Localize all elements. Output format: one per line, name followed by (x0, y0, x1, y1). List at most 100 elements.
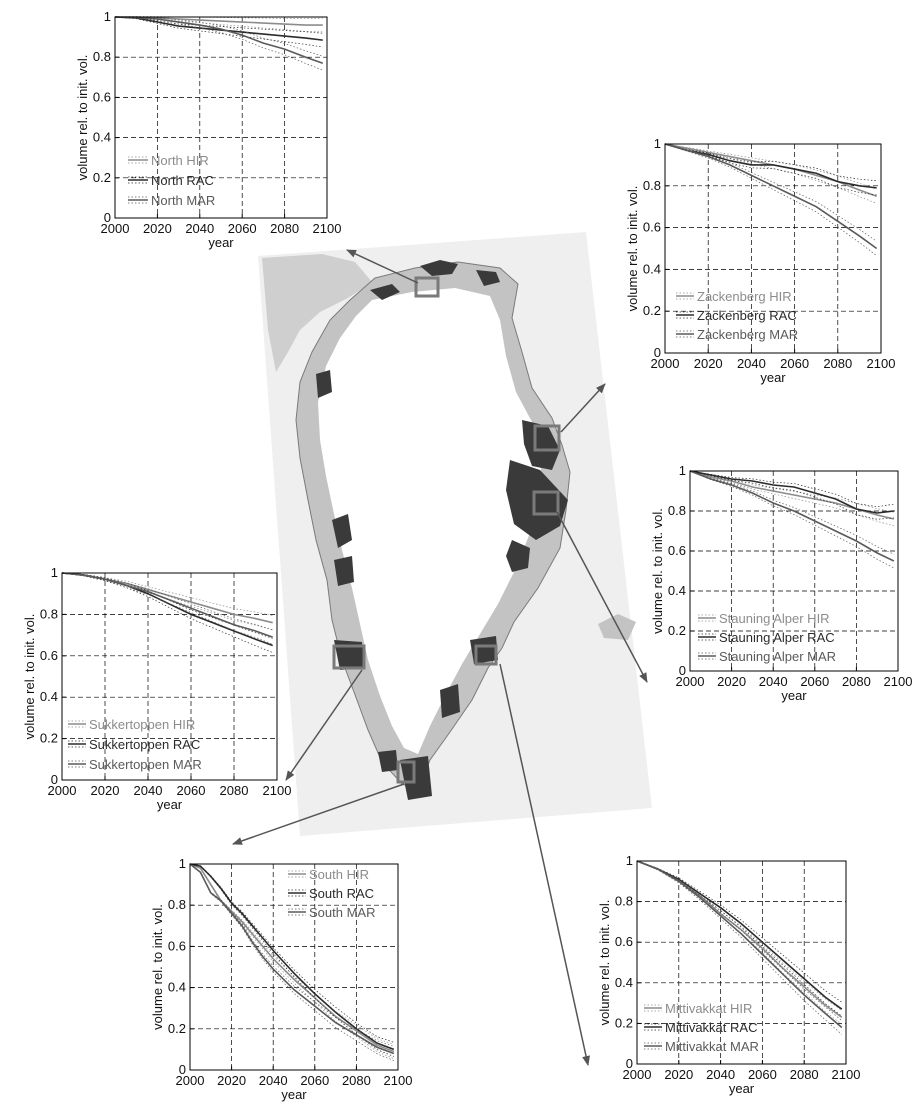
greenland-map (258, 232, 652, 836)
legend-label-rac: North RAC (151, 173, 214, 188)
y-tick-label: 0.4 (615, 975, 633, 990)
y-tick-label: 0 (654, 345, 661, 360)
marker-sukkertoppen (332, 644, 366, 670)
legend: Stauning Alper HIR Stauning Alper RAC Stau… (698, 611, 836, 664)
legend-label-rac: Sukkertoppen RAC (89, 737, 200, 752)
legend-label-hir: Mittivakkat HIR (665, 1001, 752, 1016)
legend-label-rac: South RAC (309, 886, 374, 901)
y-tick-label: 0.4 (93, 130, 111, 145)
y-tick-label: 0.8 (40, 606, 58, 621)
legend-label-hir: Stauning Alper HIR (719, 611, 830, 626)
legend-label-hir: North HIR (151, 153, 209, 168)
y-tick-label: 0.6 (668, 543, 686, 558)
arrow-north (346, 249, 419, 284)
y-tick-label: 0.4 (643, 261, 661, 276)
x-tick-label: 2060 (748, 1067, 777, 1082)
connector-arrows (232, 249, 648, 1066)
plot-area (665, 144, 881, 353)
x-axis-label: year (729, 1081, 755, 1096)
marker-north (414, 276, 440, 298)
charts-layer: 2000 2020 2040 2060 2080 2100 0 0.2 0.4 0.6 0.8 1 ye… (22, 9, 912, 1102)
arrow-zackenberg (560, 383, 606, 433)
x-tick-label: 2020 (143, 221, 172, 236)
x-tick-label: 2100 (313, 221, 342, 236)
legend-label-rac: Stauning Alper RAC (719, 630, 835, 645)
y-tick-label: 1 (654, 136, 661, 151)
series-band-mar (61, 572, 273, 645)
series-band-mar (664, 143, 877, 242)
y-axis-label: volume rel. to init. vol. (625, 186, 640, 312)
plot-area (62, 573, 277, 780)
series-line-mar (636, 860, 843, 1029)
series-band-mar (689, 470, 894, 555)
x-tick-label: 2020 (91, 783, 120, 798)
series-line-rac (189, 863, 395, 1051)
x-tick-label: 2080 (220, 783, 249, 798)
x-tick-label: 2100 (867, 356, 896, 371)
series-line-rac (636, 860, 843, 1010)
arrow-sukkertoppen (285, 669, 363, 781)
series-band-hir (664, 143, 877, 204)
x-axis-label: year (760, 370, 786, 385)
y-tick-label: 0.6 (168, 938, 186, 953)
plot-area (637, 861, 846, 1064)
series-band-hir (689, 470, 894, 527)
ellesmere-land (262, 254, 372, 372)
y-tick-label: 0.6 (93, 89, 111, 104)
series-line-rac (114, 16, 323, 41)
series-line-mar (114, 16, 324, 64)
series-band-rac (189, 863, 394, 1057)
legend-label-mar: South MAR (309, 905, 375, 920)
legend-label-hir: Zackenberg HIR (697, 289, 792, 304)
y-tick-label: 0.6 (615, 934, 633, 949)
legend: Zackenberg HIR Zackenberg RAC Zackenberg M… (676, 289, 798, 342)
chart-mittivakkat: 2000 2020 2040 2060 2080 2100 0 0.2 0.4 0.6 0.8 1 ye… (597, 853, 860, 1096)
y-tick-label: 0.8 (615, 894, 633, 909)
y-tick-label: 0.8 (93, 49, 111, 64)
marker-mittivakkat (474, 644, 498, 666)
series-band-mar (636, 860, 843, 1021)
y-tick-label: 0.8 (643, 178, 661, 193)
x-tick-label: 2020 (217, 1073, 246, 1088)
x-tick-label: 2040 (259, 1073, 288, 1088)
x-tick-label: 2020 (717, 674, 746, 689)
y-tick-label: 0.4 (668, 583, 686, 598)
legend-label-mar: North MAR (151, 193, 215, 208)
series-line-mar (61, 572, 273, 638)
x-tick-label: 2080 (790, 1067, 819, 1082)
x-tick-label: 2060 (228, 221, 257, 236)
x-axis-label: year (208, 235, 234, 250)
y-tick-label: 0.4 (40, 689, 58, 704)
x-axis-label: year (281, 1087, 307, 1102)
x-tick-label: 2000 (623, 1067, 652, 1082)
y-axis-label: volume rel. to init. vol. (22, 614, 37, 740)
series-band-rac (664, 143, 877, 196)
axes-frame (189, 863, 399, 1071)
series-band-rac (689, 470, 894, 508)
peripheral-glaciers (316, 260, 568, 800)
legend-label-rac: Zackenberg RAC (697, 308, 797, 323)
y-tick-label: 0.6 (40, 648, 58, 663)
chart-sukkertoppen: 2000 2020 2040 2060 2080 2100 0 0.2 0.4 0.6 0.8 1 ye… (22, 565, 291, 812)
legend-label-mar: Zackenberg MAR (697, 327, 798, 342)
y-tick-label: 1 (179, 856, 186, 871)
y-axis-label: volume rel. to init. vol. (150, 904, 165, 1030)
x-tick-label: 2000 (651, 356, 680, 371)
marker-zackenberg (533, 424, 561, 452)
legend-label-mar: Stauning Alper MAR (719, 649, 836, 664)
x-tick-label: 2060 (300, 1073, 329, 1088)
series-band-rac (689, 470, 894, 520)
y-tick-label: 0.2 (643, 303, 661, 318)
y-tick-label: 1 (679, 463, 686, 478)
x-tick-label: 2100 (832, 1067, 861, 1082)
chart-stauning: 2000 2020 2040 2060 2080 2100 0 0.2 0.4 0.6 0.8 1 ye… (650, 463, 912, 703)
y-tick-label: 1 (51, 565, 58, 580)
x-tick-label: 2080 (342, 1073, 371, 1088)
marker-stauning (532, 490, 560, 516)
y-tick-label: 1 (626, 853, 633, 868)
x-tick-label: 2040 (706, 1067, 735, 1082)
plot-area (115, 17, 327, 218)
x-tick-label: 2000 (48, 783, 77, 798)
iceland-fragment (598, 614, 636, 640)
legend-label-mar: Mittivakkat MAR (665, 1039, 759, 1054)
